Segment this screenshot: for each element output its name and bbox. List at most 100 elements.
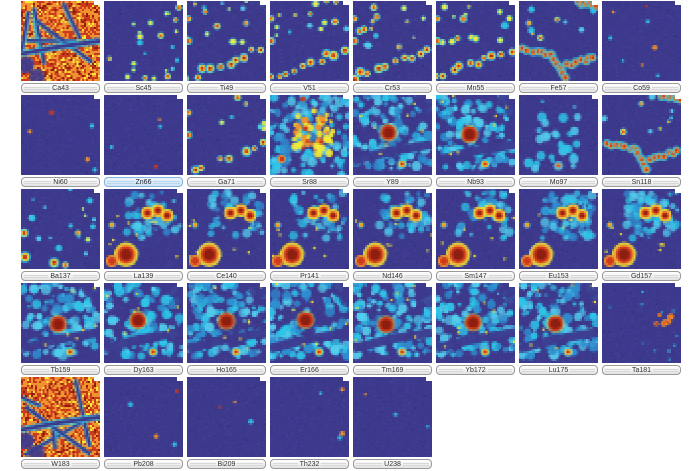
element-label-button[interactable]: Tm169 [353,365,432,375]
element-map-thumbnail[interactable] [104,189,183,269]
map-cell: Yb172 [436,283,515,375]
element-label: W183 [51,460,70,468]
element-map-thumbnail[interactable] [104,1,183,81]
element-map-thumbnail[interactable] [519,283,598,363]
element-map-thumbnail[interactable] [187,95,266,175]
element-label-button[interactable]: Yb172 [436,365,515,375]
element-map-thumbnail[interactable] [270,377,349,457]
element-map-thumbnail[interactable] [519,189,598,269]
element-label-button[interactable]: Pb208 [104,459,183,469]
element-map-thumbnail[interactable] [270,189,349,269]
element-map-thumbnail[interactable] [104,95,183,175]
map-cell: Fe57 [519,1,598,93]
element-label-button[interactable]: Lu175 [519,365,598,375]
element-map-thumbnail[interactable] [21,377,100,457]
element-map-thumbnail[interactable] [21,283,100,363]
element-label-button[interactable]: Er166 [270,365,349,375]
map-cell: Pb208 [104,377,183,469]
element-label-button[interactable]: Mo97 [519,177,598,187]
element-label: Ni60 [53,178,68,186]
element-label-button[interactable]: V51 [270,83,349,93]
element-map-thumbnail[interactable] [602,1,681,81]
element-label: Zn66 [135,178,152,186]
element-label-button[interactable]: Gd157 [602,271,681,281]
element-label: Eu153 [548,272,569,280]
element-label-button[interactable]: Sn118 [602,177,681,187]
element-label-button[interactable]: Y89 [353,177,432,187]
element-map-thumbnail[interactable] [436,189,515,269]
element-map-thumbnail[interactable] [270,95,349,175]
map-cell: Co59 [602,1,681,93]
element-map-thumbnail[interactable] [519,1,598,81]
map-row: W183 Pb208 Bi209 Th232 U238 [21,377,700,469]
map-cell: Gd157 [602,189,681,281]
element-map-thumbnail[interactable] [353,189,432,269]
element-label: Ga71 [217,178,236,186]
element-label-button[interactable]: Sm147 [436,271,515,281]
element-label-button[interactable]: Nd146 [353,271,432,281]
element-label-button[interactable]: Ta181 [602,365,681,375]
element-label-button[interactable]: Pr141 [270,271,349,281]
element-label-button[interactable]: Ce140 [187,271,266,281]
element-label: Fe57 [550,84,567,92]
map-row: Ba137 La139 Ce140 Pr141 Nd146 Sm147 Eu153 Gd157 [21,189,700,281]
element-map-thumbnail[interactable] [436,95,515,175]
element-map-thumbnail[interactable] [21,1,100,81]
element-label-button[interactable]: Mn55 [436,83,515,93]
element-map-thumbnail[interactable] [602,283,681,363]
element-label-button[interactable]: U238 [353,459,432,469]
map-cell: Y89 [353,95,432,187]
map-cell: W183 [21,377,100,469]
map-cell: Tm169 [353,283,432,375]
element-map-thumbnail[interactable] [353,95,432,175]
element-map-thumbnail[interactable] [270,1,349,81]
element-label-button[interactable]: Dy163 [104,365,183,375]
element-label-button[interactable]: Bi209 [187,459,266,469]
element-map-thumbnail[interactable] [436,283,515,363]
element-label-button[interactable]: Ho165 [187,365,266,375]
element-map-thumbnail[interactable] [104,377,183,457]
element-label-button[interactable]: Ni60 [21,177,100,187]
element-map-thumbnail[interactable] [353,377,432,457]
element-map-thumbnail[interactable] [187,377,266,457]
element-label-button[interactable]: Ca43 [21,83,100,93]
element-map-thumbnail[interactable] [353,283,432,363]
element-map-thumbnail[interactable] [602,95,681,175]
element-label-button[interactable]: Eu153 [519,271,598,281]
element-map-thumbnail[interactable] [353,1,432,81]
map-cell: Ti49 [187,1,266,93]
element-label: Th232 [299,460,320,468]
element-label-button[interactable]: Sr88 [270,177,349,187]
element-map-thumbnail[interactable] [519,95,598,175]
element-map-thumbnail[interactable] [602,189,681,269]
element-label: U238 [384,460,401,468]
element-label-button[interactable]: Ba137 [21,271,100,281]
element-label-button[interactable]: Cr53 [353,83,432,93]
element-map-thumbnail[interactable] [187,189,266,269]
element-label-button[interactable]: Co59 [602,83,681,93]
element-label-button[interactable]: Zn66 [104,177,183,187]
element-label-button[interactable]: Tb159 [21,365,100,375]
element-label-button[interactable]: Th232 [270,459,349,469]
map-cell: Cr53 [353,1,432,93]
element-label-button[interactable]: Ga71 [187,177,266,187]
element-map-thumbnail[interactable] [104,283,183,363]
map-cell: V51 [270,1,349,93]
map-cell: Th232 [270,377,349,469]
element-label-button[interactable]: Nb93 [436,177,515,187]
element-map-thumbnail[interactable] [187,1,266,81]
map-cell: Mo97 [519,95,598,187]
element-label-button[interactable]: W183 [21,459,100,469]
element-label: Sr88 [302,178,317,186]
element-map-thumbnail[interactable] [270,283,349,363]
element-label-button[interactable]: Ti49 [187,83,266,93]
map-cell: Nb93 [436,95,515,187]
element-label-button[interactable]: Sc45 [104,83,183,93]
element-label: Ta181 [631,366,652,374]
element-map-thumbnail[interactable] [21,189,100,269]
element-map-thumbnail[interactable] [436,1,515,81]
element-map-thumbnail[interactable] [187,283,266,363]
element-label-button[interactable]: Fe57 [519,83,598,93]
element-map-thumbnail[interactable] [21,95,100,175]
element-label-button[interactable]: La139 [104,271,183,281]
